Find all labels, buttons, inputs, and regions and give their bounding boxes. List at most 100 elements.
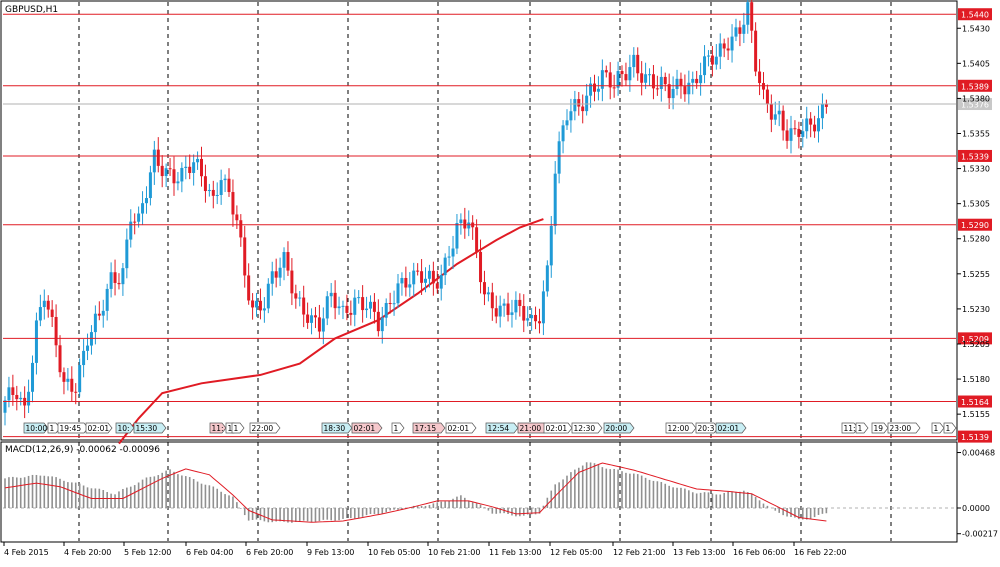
candle-body [785, 130, 789, 141]
session-tag-label: 12:30 [574, 424, 596, 433]
candle-body [200, 158, 203, 177]
candle-body [443, 257, 447, 276]
macd-tick-label: 0.0000 [962, 504, 990, 513]
candle-body [695, 78, 699, 84]
session-tag-box [351, 422, 383, 434]
candle-body [616, 71, 620, 88]
candle-body [141, 203, 145, 214]
candle-body [180, 167, 184, 182]
macd-y-axis: 0.00468 0.0000 -0.00217 [957, 449, 998, 539]
session-tag-box [603, 422, 635, 434]
candle-body [156, 149, 160, 166]
x-tick-label: 10 Feb 05:00 [368, 548, 420, 557]
candle-body [310, 315, 314, 323]
candle-body [357, 297, 361, 299]
session-tag-label: 10: [118, 424, 130, 433]
candle-body [176, 181, 180, 184]
candle-body [655, 88, 659, 90]
session-tag-box [855, 422, 869, 434]
x-tick-label: 11 Feb 13:00 [489, 548, 541, 557]
candle-body [518, 299, 522, 306]
candle-body [160, 165, 164, 177]
session-tag-label: 1 [934, 424, 939, 433]
candle-body [341, 305, 345, 307]
price-y-axis: 1.5430 1.5405 1.5380 1.5355 1.5330 1.5305 1.52… [957, 24, 990, 419]
session-tag-box [23, 422, 49, 434]
candle-body [632, 54, 636, 68]
session-tag-label: 02:01 [88, 424, 110, 433]
candle-body [121, 268, 125, 285]
candle-body [109, 272, 113, 289]
session-tag-label: 1 [394, 424, 399, 433]
x-tick-label: 5 Feb 12:00 [124, 548, 171, 557]
session-tag-label: 1 [50, 424, 55, 433]
y-tick-label: 1.5380 [962, 94, 990, 103]
candle-body [184, 166, 188, 168]
candle-body [537, 321, 541, 324]
candle-body [400, 277, 404, 284]
x-tick-label: 16 Feb 06:00 [733, 548, 785, 557]
candle-body [593, 83, 596, 92]
current-price-box [958, 98, 992, 111]
level-label: 1.5440 [961, 11, 989, 20]
session-tag-box [133, 422, 167, 434]
candle-body [648, 74, 652, 76]
y-tick-label: 1.5180 [962, 375, 990, 384]
candle-body [459, 219, 463, 224]
session-tag-box [445, 422, 477, 434]
candle-body [384, 303, 388, 318]
candle-body [365, 308, 369, 311]
candle-body [475, 227, 479, 252]
candle-body [78, 365, 82, 393]
candle-body [34, 320, 38, 363]
candle-body [266, 283, 270, 309]
session-tag-box [249, 422, 281, 434]
session-tags: 10:00 1 19:45 02:01 10: 15:30 11: 1 1 22:00 18:30 0… [23, 422, 957, 434]
session-tag-label: 11: [844, 424, 856, 433]
session-tag-box [715, 422, 747, 434]
candle-body [129, 221, 133, 240]
candle-body [101, 310, 105, 316]
candle-body [439, 275, 443, 289]
session-tag-box [571, 422, 603, 434]
x-tick-label: 4 Feb 2015 [4, 548, 49, 557]
session-tag-label: 1 [234, 424, 239, 433]
candle-body [42, 300, 46, 308]
candle-body [172, 169, 176, 184]
candle-body [38, 307, 42, 321]
candle-body [227, 178, 231, 193]
candle-body [498, 305, 502, 317]
candle-body [325, 296, 329, 319]
candle-body [117, 282, 121, 285]
candle-body [27, 391, 31, 406]
candle-body [490, 292, 494, 309]
candle-body [203, 176, 207, 192]
candle-body [514, 299, 518, 313]
candle-body [298, 297, 302, 299]
candle-body [82, 350, 86, 366]
candle-body [541, 291, 545, 324]
candle-body [482, 282, 486, 295]
level-label-box [958, 430, 992, 443]
session-tag-box [412, 422, 446, 434]
candle-body [793, 128, 797, 130]
macd-panel-frame [0, 441, 958, 543]
session-tag-label: 12:54 [488, 424, 510, 433]
session-tag-box [485, 422, 519, 434]
candle-body [640, 73, 644, 83]
candle-body [274, 271, 278, 278]
candle-body [663, 76, 667, 85]
candle-body [3, 400, 7, 413]
candle-body [19, 397, 23, 400]
candle-body [223, 178, 227, 181]
candle-body [321, 318, 325, 332]
candle-body [714, 56, 718, 65]
candle-body [577, 99, 581, 107]
candle-body [137, 213, 141, 222]
y-tick-label: 1.5405 [962, 59, 990, 68]
candle-body [565, 120, 569, 126]
candle-body [486, 292, 490, 295]
candle-body [255, 300, 259, 308]
level-label: 1.5290 [961, 221, 989, 230]
